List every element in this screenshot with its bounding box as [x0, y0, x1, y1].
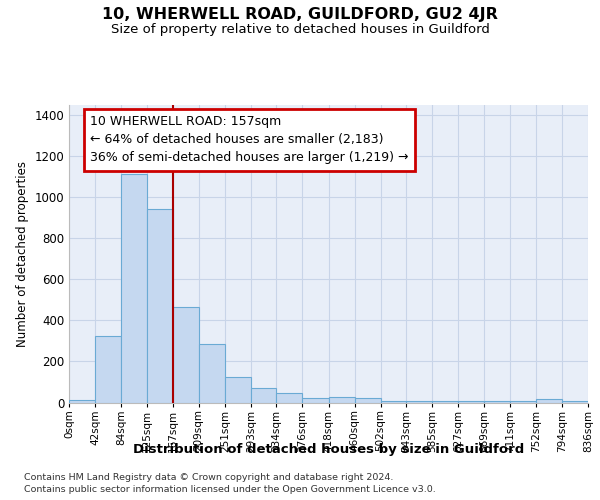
Bar	[225, 377, 251, 402]
Text: 10, WHERWELL ROAD, GUILDFORD, GU2 4JR: 10, WHERWELL ROAD, GUILDFORD, GU2 4JR	[102, 8, 498, 22]
Bar	[302, 398, 329, 402]
Bar	[329, 398, 355, 402]
Bar	[277, 394, 302, 402]
Bar	[173, 307, 199, 402]
Text: Contains public sector information licensed under the Open Government Licence v3: Contains public sector information licen…	[24, 485, 436, 494]
Bar	[69, 400, 95, 402]
Text: 10 WHERWELL ROAD: 157sqm
← 64% of detached houses are smaller (2,183)
36% of sem: 10 WHERWELL ROAD: 157sqm ← 64% of detach…	[90, 116, 408, 164]
Bar	[251, 388, 277, 402]
Y-axis label: Number of detached properties: Number of detached properties	[16, 161, 29, 347]
Text: Size of property relative to detached houses in Guildford: Size of property relative to detached ho…	[110, 22, 490, 36]
Bar	[199, 344, 225, 403]
Bar	[95, 336, 121, 402]
Bar	[121, 174, 146, 402]
Text: Distribution of detached houses by size in Guildford: Distribution of detached houses by size …	[133, 442, 524, 456]
Text: Contains HM Land Registry data © Crown copyright and database right 2024.: Contains HM Land Registry data © Crown c…	[24, 472, 394, 482]
Bar	[536, 399, 562, 402]
Bar	[355, 398, 380, 402]
Bar	[146, 208, 173, 402]
